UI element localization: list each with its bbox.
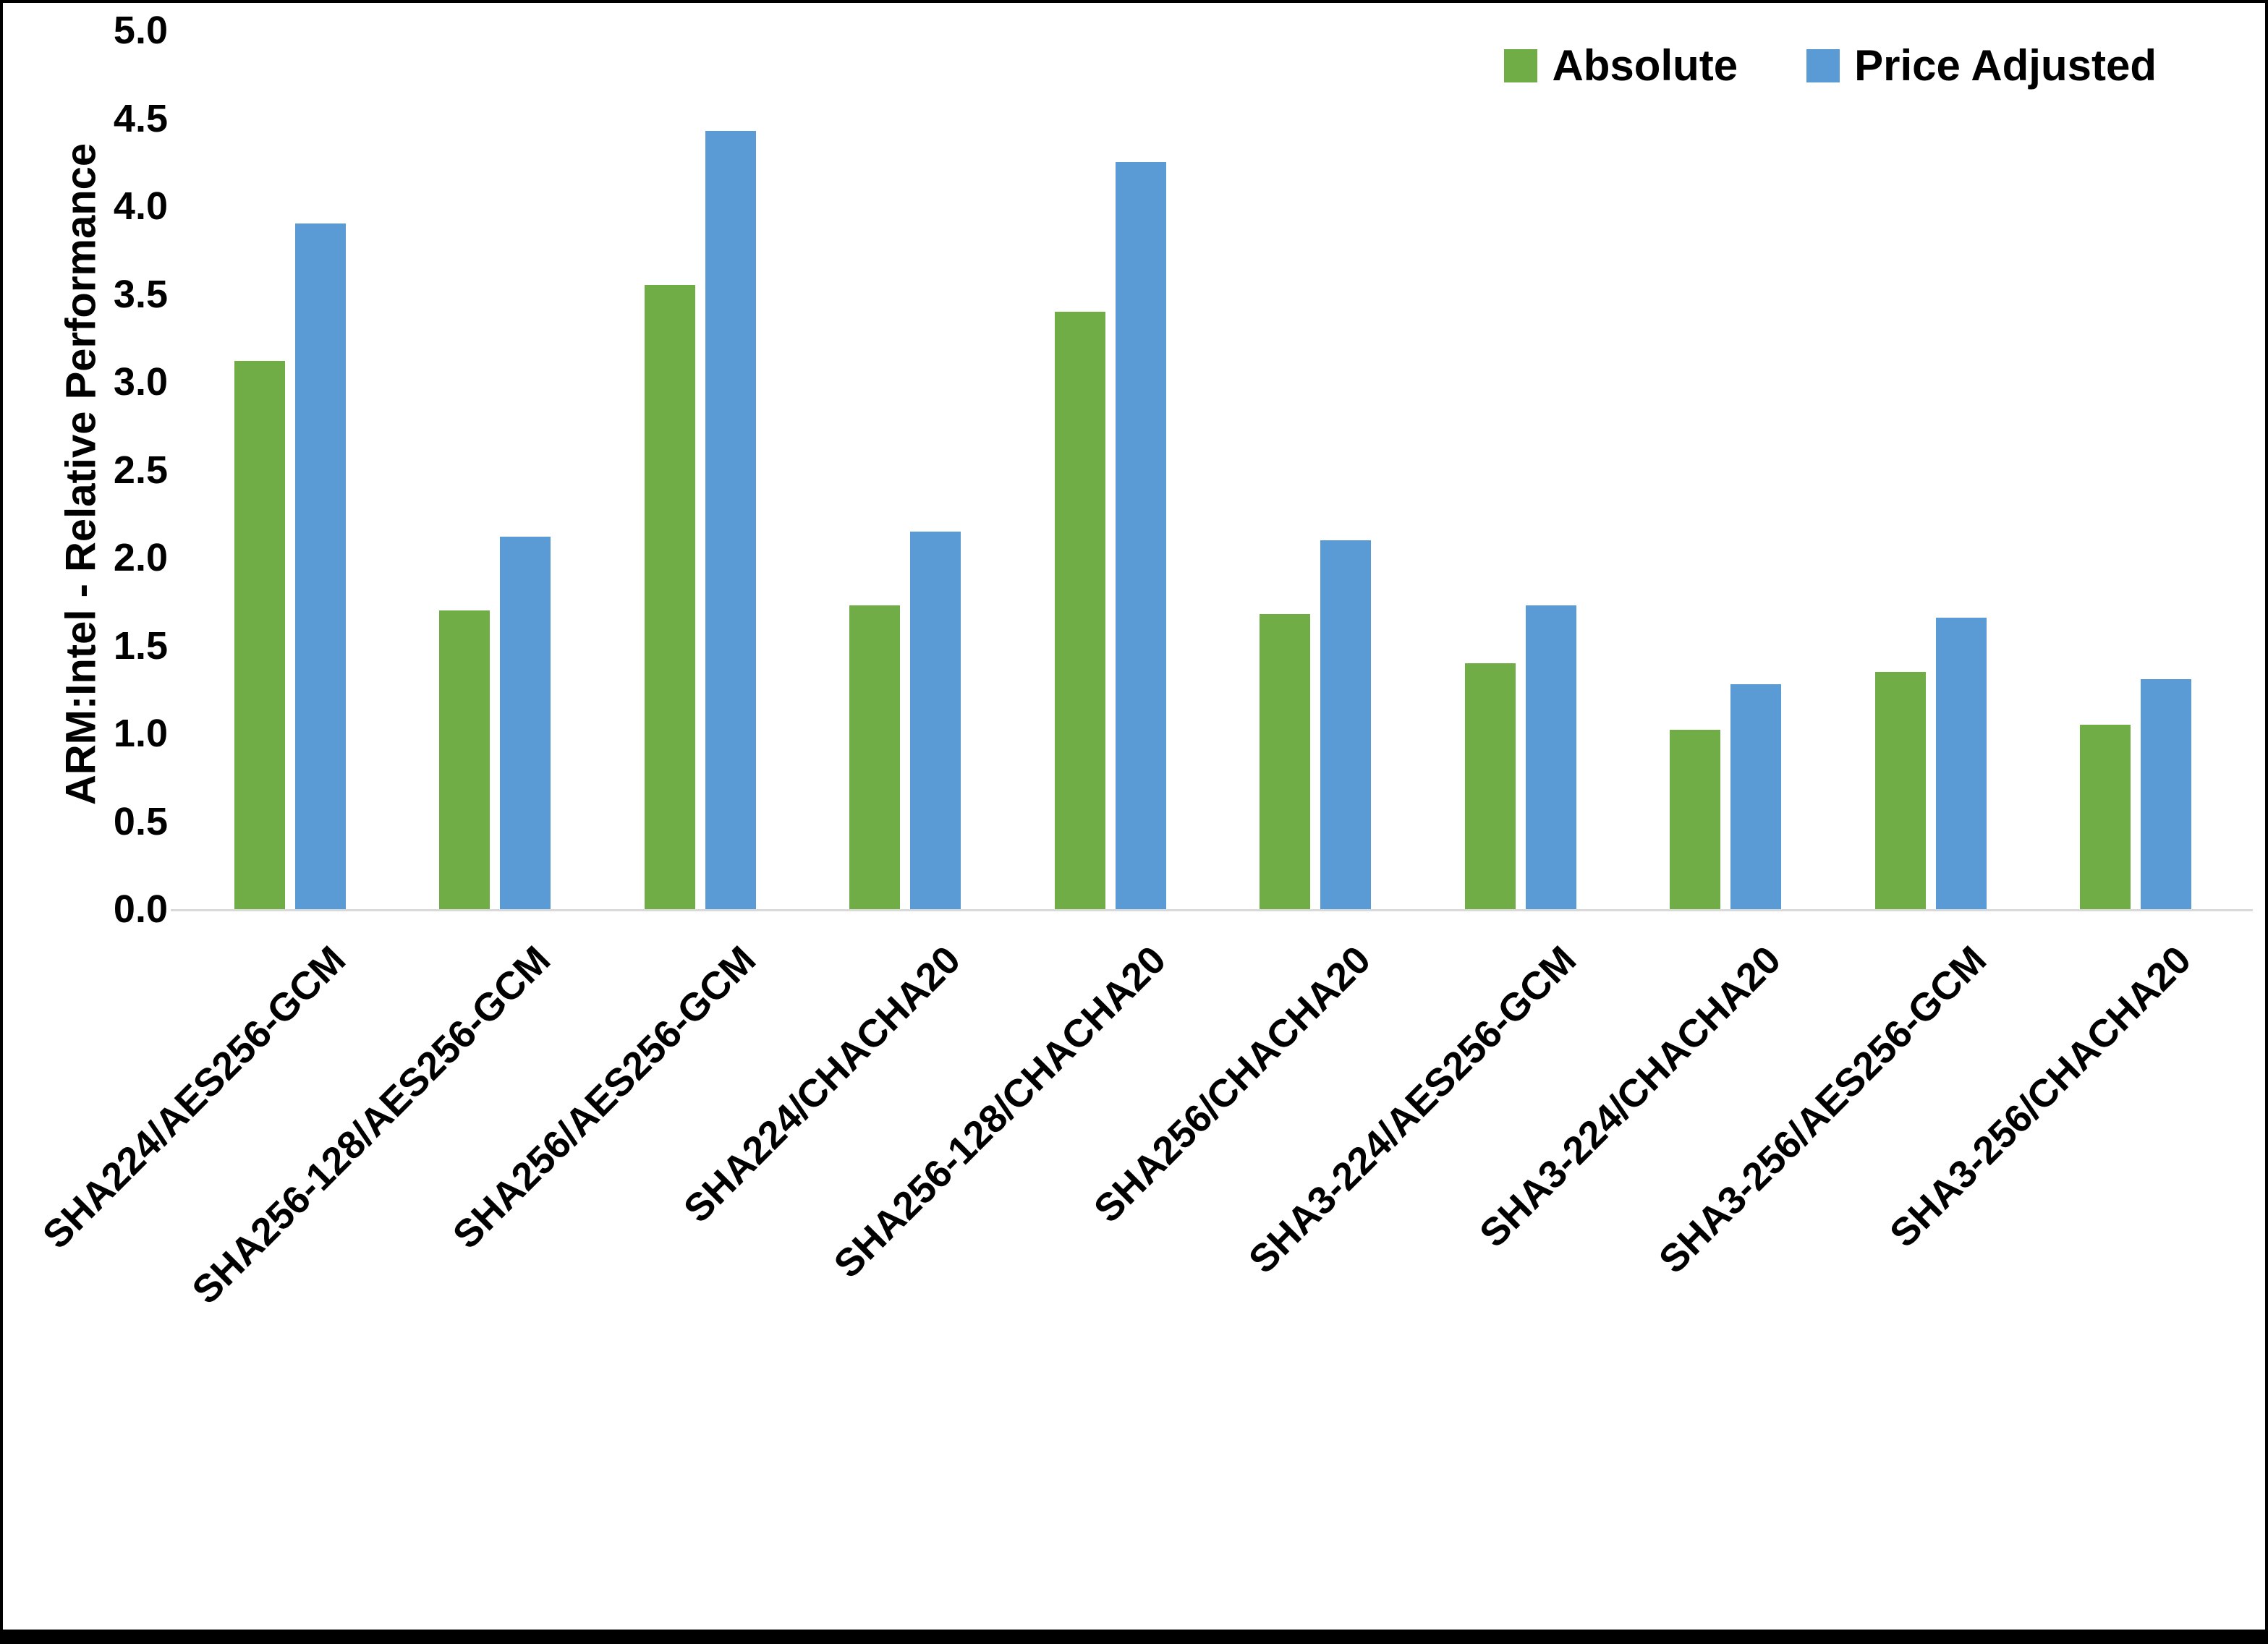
bar-price-adjusted [1730,683,1782,909]
legend-swatch-icon [1806,48,1840,82]
bar-price-adjusted [500,536,551,909]
bar-absolute [2080,724,2131,909]
y-tick-label: 1.0 [113,712,168,755]
bar-absolute [644,285,695,909]
legend-swatch-icon [1504,48,1538,82]
y-tick-label: 3.0 [113,360,168,404]
bar-absolute [234,360,285,909]
y-tick-label: 5.0 [113,9,168,52]
bar-absolute [1054,311,1105,909]
bar-price-adjusted [1320,540,1372,909]
y-tick-label: 0.0 [113,887,168,931]
legend-item: Absolute [1504,41,1738,90]
bar-absolute [849,605,901,909]
legend: Absolute Price Adjusted [1504,41,2157,90]
bar-price-adjusted [294,223,346,909]
plot-area: 0.0 0.5 1.0 1.5 2.0 2.5 3.0 3.5 4.0 4.5 5.0 SHA224/… [3,3,2265,1641]
y-tick-label: 0.5 [113,799,168,843]
bar-price-adjusted [1525,605,1576,909]
bottom-border-bar [3,1630,2265,1641]
legend-label: Price Adjusted [1854,41,2157,90]
bar-absolute [1670,730,1721,909]
bar-price-adjusted [910,531,961,909]
y-tick-label: 3.5 [113,272,168,316]
legend-label: Absolute [1552,41,1738,90]
legend-item: Price Adjusted [1806,41,2157,90]
bar-price-adjusted [1935,617,1987,909]
bar-absolute [1260,613,1311,909]
bar-price-adjusted [2141,678,2192,909]
y-tick-label: 1.5 [113,623,168,668]
y-tick-label: 4.5 [113,96,168,140]
bar-price-adjusted [1115,162,1166,909]
x-axis-line [171,909,2253,911]
y-tick-label: 4.0 [113,184,168,228]
y-tick-label: 2.5 [113,448,168,492]
y-tick-label: 2.0 [113,536,168,579]
bar-absolute [1464,663,1516,909]
bar-price-adjusted [705,130,756,909]
bar-absolute [439,610,490,909]
bar-absolute [1874,671,1926,909]
